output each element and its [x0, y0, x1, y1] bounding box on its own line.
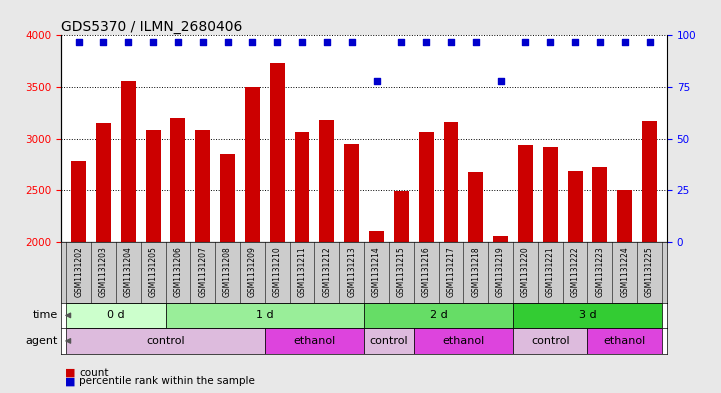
- Text: GSM1131224: GSM1131224: [620, 246, 629, 298]
- Point: [420, 39, 432, 45]
- Bar: [642, 121, 657, 393]
- Bar: [567, 171, 583, 393]
- Point: [594, 39, 606, 45]
- Text: GSM1131223: GSM1131223: [596, 246, 604, 298]
- Bar: [443, 122, 459, 393]
- Bar: [344, 144, 359, 393]
- Text: GSM1131219: GSM1131219: [496, 246, 505, 298]
- Text: GSM1131211: GSM1131211: [298, 246, 306, 297]
- Text: GSM1131222: GSM1131222: [570, 246, 580, 297]
- Text: GDS5370 / ILMN_2680406: GDS5370 / ILMN_2680406: [61, 20, 243, 34]
- Point: [147, 39, 159, 45]
- Text: GSM1131205: GSM1131205: [149, 246, 158, 298]
- Text: GSM1131214: GSM1131214: [372, 246, 381, 298]
- Bar: [518, 145, 533, 393]
- Text: GSM1131216: GSM1131216: [422, 246, 430, 298]
- Point: [346, 39, 358, 45]
- Bar: [220, 154, 235, 393]
- Text: 2 d: 2 d: [430, 310, 448, 320]
- Text: 3 d: 3 d: [579, 310, 596, 320]
- Text: GSM1131208: GSM1131208: [223, 246, 232, 298]
- Text: ethanol: ethanol: [603, 336, 646, 346]
- Text: GSM1131209: GSM1131209: [248, 246, 257, 298]
- Text: GSM1131221: GSM1131221: [546, 246, 554, 297]
- Bar: [369, 231, 384, 393]
- Point: [470, 39, 482, 45]
- Text: GSM1131204: GSM1131204: [124, 246, 133, 298]
- Text: count: count: [79, 367, 109, 378]
- Text: agent: agent: [25, 336, 58, 346]
- Point: [197, 39, 208, 45]
- Text: ■: ■: [65, 376, 76, 386]
- Bar: [588, 328, 662, 354]
- Text: control: control: [370, 336, 408, 346]
- Bar: [364, 303, 513, 328]
- Bar: [295, 132, 309, 393]
- Text: 0 d: 0 d: [107, 310, 125, 320]
- Text: GSM1131203: GSM1131203: [99, 246, 108, 298]
- Point: [73, 39, 84, 45]
- Text: GSM1131202: GSM1131202: [74, 246, 83, 298]
- Bar: [71, 161, 86, 393]
- Point: [247, 39, 258, 45]
- Bar: [394, 191, 409, 393]
- Bar: [245, 87, 260, 393]
- Text: GSM1131215: GSM1131215: [397, 246, 406, 298]
- Bar: [319, 120, 335, 393]
- Bar: [96, 123, 111, 393]
- Text: ■: ■: [65, 367, 76, 378]
- Bar: [469, 171, 483, 393]
- Point: [222, 39, 234, 45]
- Text: GSM1131225: GSM1131225: [645, 246, 654, 298]
- Bar: [414, 328, 513, 354]
- Bar: [493, 235, 508, 393]
- Point: [495, 77, 506, 84]
- Bar: [121, 81, 136, 393]
- Point: [619, 39, 630, 45]
- Bar: [513, 303, 662, 328]
- Point: [296, 39, 308, 45]
- Text: GSM1131218: GSM1131218: [472, 246, 480, 297]
- Bar: [270, 63, 285, 393]
- Text: ethanol: ethanol: [442, 336, 485, 346]
- Text: GSM1131206: GSM1131206: [174, 246, 182, 298]
- Point: [520, 39, 531, 45]
- Bar: [419, 132, 433, 393]
- Text: time: time: [32, 310, 58, 320]
- Point: [272, 39, 283, 45]
- Text: GSM1131220: GSM1131220: [521, 246, 530, 298]
- Bar: [513, 328, 588, 354]
- Bar: [195, 130, 211, 393]
- Bar: [364, 328, 414, 354]
- Text: GSM1131217: GSM1131217: [446, 246, 456, 298]
- Text: GSM1131207: GSM1131207: [198, 246, 207, 298]
- Text: control: control: [531, 336, 570, 346]
- Point: [98, 39, 110, 45]
- Bar: [146, 130, 161, 393]
- Text: ethanol: ethanol: [293, 336, 335, 346]
- Bar: [166, 303, 364, 328]
- Text: percentile rank within the sample: percentile rank within the sample: [79, 376, 255, 386]
- Point: [445, 39, 456, 45]
- Point: [123, 39, 134, 45]
- Point: [570, 39, 581, 45]
- Point: [644, 39, 655, 45]
- Point: [371, 77, 382, 84]
- Bar: [617, 190, 632, 393]
- Point: [544, 39, 556, 45]
- Bar: [593, 167, 607, 393]
- Bar: [66, 303, 166, 328]
- Text: 1 d: 1 d: [256, 310, 274, 320]
- Text: GSM1131212: GSM1131212: [322, 246, 332, 297]
- Point: [172, 39, 184, 45]
- Point: [321, 39, 332, 45]
- Text: control: control: [146, 336, 185, 346]
- Bar: [66, 328, 265, 354]
- Bar: [543, 147, 558, 393]
- Text: GSM1131210: GSM1131210: [273, 246, 282, 298]
- Bar: [265, 328, 364, 354]
- Point: [396, 39, 407, 45]
- Bar: [170, 118, 185, 393]
- Text: GSM1131213: GSM1131213: [348, 246, 356, 298]
